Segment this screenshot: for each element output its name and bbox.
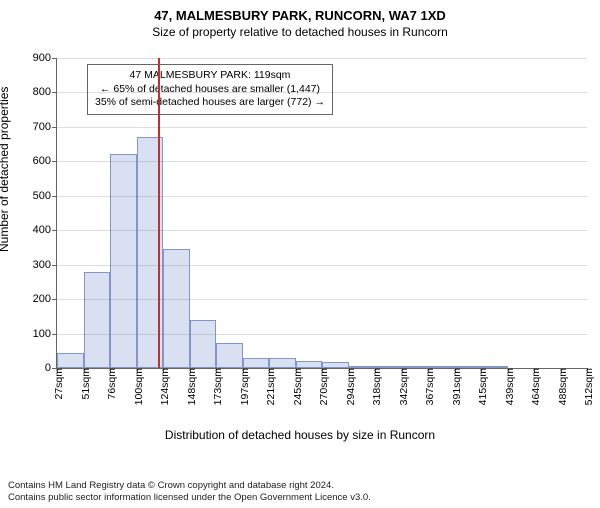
xtick-label: 439sqm xyxy=(504,368,516,405)
bar xyxy=(216,343,243,368)
xtick-label: 124sqm xyxy=(159,368,171,405)
xtick-label: 488sqm xyxy=(557,368,569,405)
ytick-label: 600 xyxy=(33,155,57,167)
reference-vline xyxy=(158,58,160,368)
ytick-label: 200 xyxy=(33,293,57,305)
ytick-label: 100 xyxy=(33,328,57,340)
annotation-box: 47 MALMESBURY PARK: 119sqm ← 65% of deta… xyxy=(87,64,333,115)
gridline-h xyxy=(57,58,587,59)
ytick-label: 900 xyxy=(33,52,57,64)
xtick-label: 221sqm xyxy=(265,368,277,405)
footer-line-1: Contains HM Land Registry data © Crown c… xyxy=(8,480,371,492)
annotation-line-1: 47 MALMESBURY PARK: 119sqm xyxy=(95,69,325,83)
plot-region: 47 MALMESBURY PARK: 119sqm ← 65% of deta… xyxy=(56,58,587,369)
xtick-label: 245sqm xyxy=(292,368,304,405)
bar xyxy=(190,320,217,368)
xtick-label: 318sqm xyxy=(371,368,383,405)
xtick-label: 512sqm xyxy=(583,368,595,405)
gridline-h xyxy=(57,230,587,231)
gridline-h xyxy=(57,161,587,162)
ytick-label: 700 xyxy=(33,121,57,133)
bar xyxy=(243,358,270,368)
xtick-label: 294sqm xyxy=(345,368,357,405)
bar xyxy=(84,272,111,368)
gridline-h xyxy=(57,334,587,335)
xtick-label: 148sqm xyxy=(186,368,198,405)
xtick-label: 197sqm xyxy=(239,368,251,405)
xtick-label: 173sqm xyxy=(212,368,224,405)
bar xyxy=(269,358,296,368)
gridline-h xyxy=(57,299,587,300)
bar xyxy=(296,361,323,368)
bar xyxy=(110,154,137,368)
ytick-label: 800 xyxy=(33,86,57,98)
ytick-label: 400 xyxy=(33,224,57,236)
xtick-label: 342sqm xyxy=(398,368,410,405)
gridline-h xyxy=(57,92,587,93)
xtick-label: 51sqm xyxy=(80,368,92,400)
annotation-line-2: ← 65% of detached houses are smaller (1,… xyxy=(95,83,325,97)
y-axis-label: Number of detached properties xyxy=(0,87,11,252)
bar xyxy=(57,353,84,369)
footer-line-2: Contains public sector information licen… xyxy=(8,492,371,504)
chart-area: Number of detached properties 47 MALMESB… xyxy=(0,52,600,452)
chart-title-main: 47, MALMESBURY PARK, RUNCORN, WA7 1XD xyxy=(0,8,600,23)
gridline-h xyxy=(57,196,587,197)
xtick-label: 464sqm xyxy=(530,368,542,405)
xtick-label: 100sqm xyxy=(133,368,145,405)
xtick-label: 270sqm xyxy=(318,368,330,405)
chart-title-sub: Size of property relative to detached ho… xyxy=(0,25,600,39)
gridline-h xyxy=(57,265,587,266)
xtick-label: 367sqm xyxy=(424,368,436,405)
x-axis-label: Distribution of detached houses by size … xyxy=(0,428,600,442)
gridline-h xyxy=(57,127,587,128)
xtick-label: 391sqm xyxy=(451,368,463,405)
xtick-label: 27sqm xyxy=(53,368,65,400)
ytick-label: 500 xyxy=(33,190,57,202)
footer-attribution: Contains HM Land Registry data © Crown c… xyxy=(8,480,371,504)
bar xyxy=(163,249,190,368)
xtick-label: 415sqm xyxy=(477,368,489,405)
annotation-line-3: 35% of semi-detached houses are larger (… xyxy=(95,96,325,110)
ytick-label: 300 xyxy=(33,259,57,271)
xtick-label: 76sqm xyxy=(106,368,118,400)
